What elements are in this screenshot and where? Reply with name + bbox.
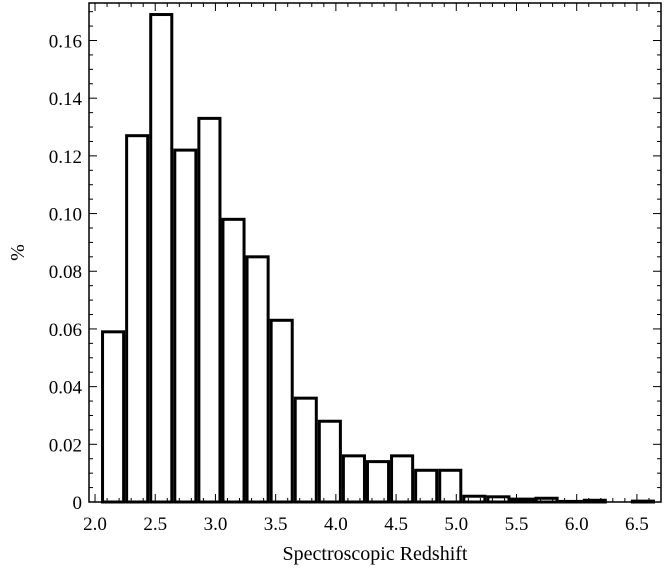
x-tick-label: 5.0 (444, 514, 468, 535)
histogram-bar-4 (173, 148, 198, 504)
histogram-bar-6 (221, 217, 246, 504)
histogram-bars (101, 13, 655, 504)
y-tick-label: 0.02 (49, 435, 82, 456)
x-tick-label: 2.0 (83, 514, 107, 535)
histogram-bar-17 (486, 495, 511, 504)
histogram-bar-3 (149, 13, 174, 504)
histogram-bar-14 (414, 468, 439, 504)
histogram-bar-8 (269, 318, 294, 504)
y-tick-label: 0.12 (49, 147, 82, 168)
histogram-bar-13 (390, 454, 415, 504)
histogram-bar-10 (317, 419, 342, 504)
histogram-bar-16 (462, 494, 487, 504)
y-tick-label: 0.14 (49, 89, 83, 110)
histogram-bar-7 (245, 255, 270, 504)
histogram-bar-9 (293, 396, 318, 504)
x-tick-label: 3.5 (264, 514, 288, 535)
x-tick-label: 6.0 (565, 514, 589, 535)
x-axis-title: Spectroscopic Redshift (283, 543, 468, 565)
histogram-bar-12 (365, 460, 391, 504)
histogram-bar-11 (341, 454, 366, 504)
y-axis-title: % (7, 244, 29, 261)
y-tick-label: 0.06 (49, 320, 82, 341)
x-tick-label: 3.0 (204, 514, 228, 535)
x-tick-label: 5.5 (505, 514, 529, 535)
x-tick-label: 4.0 (324, 514, 348, 535)
y-tick-label: 0.10 (49, 205, 82, 226)
plot-frame (88, 2, 662, 503)
x-tick-label: 4.5 (384, 514, 408, 535)
y-tick-label: 0.16 (49, 31, 82, 52)
y-tick-label: 0.08 (49, 262, 82, 283)
x-tick-label: 2.5 (143, 514, 167, 535)
histogram-bar-2 (125, 134, 150, 504)
y-tick-label: 0 (73, 493, 83, 514)
x-axis-ticks: 2.0 2.5 3.0 3.5 4.0 4.5 5.0 5.5 6.0 6.5 (83, 3, 650, 535)
x-tick-label: 6.5 (625, 514, 649, 535)
y-tick-label: 0.04 (49, 378, 83, 399)
histogram-bar-5 (197, 116, 222, 504)
histogram-bar-1 (101, 330, 126, 504)
histogram-bar-15 (438, 468, 463, 504)
